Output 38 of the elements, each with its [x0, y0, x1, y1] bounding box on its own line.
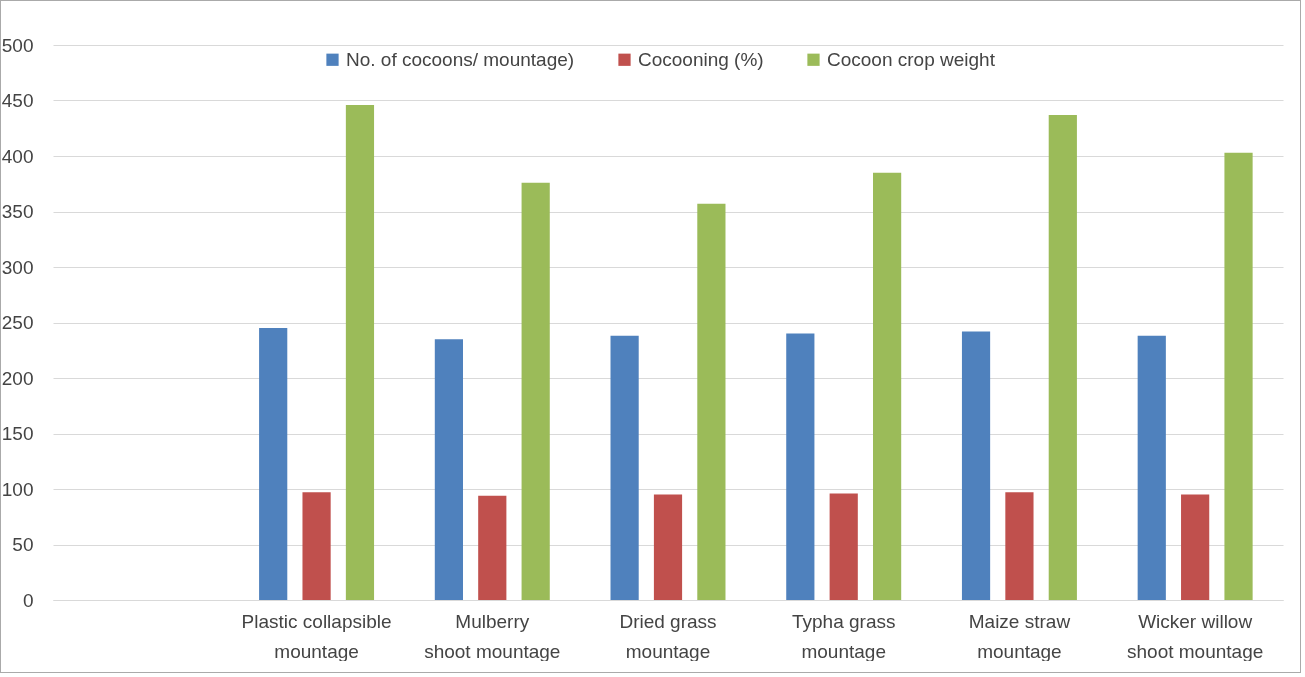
bar — [434, 339, 463, 600]
bar — [1048, 114, 1077, 600]
bar — [1224, 152, 1253, 600]
legend-label: Cocooning (%) — [638, 48, 764, 70]
bar — [1137, 335, 1166, 600]
x-tick-label: Dried grass mountage — [619, 610, 717, 662]
y-tick-label: 400 — [1, 145, 34, 167]
x-tick-label: Typha grass mountage — [791, 610, 896, 662]
bar — [829, 493, 858, 600]
x-tick-label: Plastic collapsible mountage — [241, 610, 392, 662]
bar — [345, 104, 375, 600]
y-tick-label: 250 — [1, 312, 34, 333]
bar — [653, 494, 683, 600]
y-tick-label: 150 — [1, 423, 34, 444]
legend-label: No. of cocoons/ mountage) — [346, 48, 575, 70]
bar — [302, 492, 331, 600]
bar — [610, 335, 639, 600]
bar — [961, 331, 991, 600]
x-tick-label: Wicker willow shoot mountage — [1127, 610, 1264, 662]
bar — [1181, 494, 1210, 600]
bar — [697, 203, 726, 600]
y-tick-label: 50 — [12, 534, 34, 555]
y-tick-label: 300 — [1, 256, 34, 278]
x-tick-label: Maize straw mountage — [968, 610, 1071, 662]
y-tick-label: 200 — [1, 367, 34, 389]
legend-label: Cocoon crop weight — [827, 48, 996, 70]
bar — [259, 328, 288, 600]
bar — [521, 182, 550, 600]
y-tick-label: 500 — [1, 34, 34, 56]
x-tick-label: Mulberry shoot mountage — [424, 610, 561, 662]
y-tick-label: 350 — [1, 201, 34, 222]
y-tick-label: 450 — [1, 90, 34, 111]
y-tick-label: 100 — [1, 478, 34, 500]
bar — [786, 333, 815, 600]
bar — [873, 172, 902, 600]
bar — [1005, 492, 1034, 600]
bar — [478, 495, 507, 600]
y-tick-label: 0 — [22, 589, 34, 611]
